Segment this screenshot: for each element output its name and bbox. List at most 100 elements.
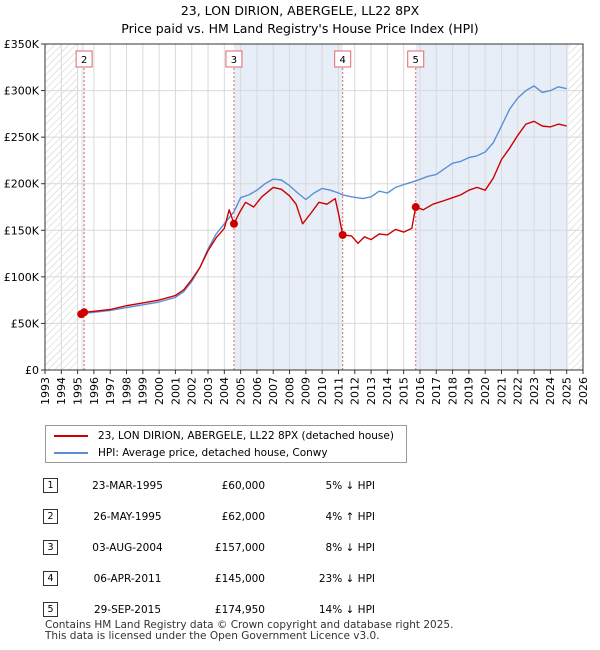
transaction-date: 06-APR-2011	[93, 572, 162, 585]
legend-swatch-property	[54, 435, 88, 437]
transaction-hpi: 23% ↓ HPI	[318, 572, 375, 585]
x-tick-label: 2011	[332, 377, 345, 405]
sale-marker-number: 4	[340, 55, 346, 66]
x-tick-label: 1998	[120, 377, 133, 405]
transaction-number: 1	[43, 478, 58, 493]
sale-marker-box	[407, 50, 425, 68]
transaction-hpi: 8% ↓ HPI	[325, 541, 375, 554]
x-tick-label: 2004	[218, 377, 231, 405]
x-tick-label: 2021	[495, 377, 508, 405]
shaded-periods	[81, 44, 569, 370]
x-tick-label: 2025	[561, 377, 574, 405]
chart-legend: 23, LON DIRION, ABERGELE, LL22 8PX (deta…	[45, 425, 407, 463]
transaction-price: £157,000	[214, 541, 265, 554]
footer-attribution: Contains HM Land Registry data © Crown c…	[45, 620, 453, 642]
sale-marker-box	[225, 50, 243, 68]
sale-point	[80, 308, 89, 317]
sale-marker-labels: 2 3 4 5	[75, 50, 425, 68]
table-row: 1 23-MAR-1995 £60,000 5% ↓ HPI	[40, 470, 375, 501]
hpi-line	[77, 85, 567, 314]
transaction-number: 2	[43, 509, 58, 524]
x-tick-label: 2003	[202, 377, 215, 405]
x-tick-label: 2008	[283, 377, 296, 405]
x-tick-label: 2016	[414, 377, 427, 405]
x-tick-label: 2012	[349, 377, 362, 405]
shaded-period	[81, 44, 85, 370]
grid	[44, 43, 584, 371]
x-tick-label: 1996	[88, 377, 101, 405]
x-tick-label: 2006	[251, 377, 264, 405]
transaction-date: 29-SEP-2015	[93, 603, 162, 616]
footer-line-1: Contains HM Land Registry data © Crown c…	[45, 619, 454, 631]
x-tick-label: 2002	[186, 377, 199, 405]
shaded-period	[233, 44, 343, 370]
x-tick-label: 2020	[479, 377, 492, 405]
x-tick-label: 2014	[381, 377, 394, 405]
plot-frame	[44, 43, 584, 371]
transaction-number: 3	[43, 540, 58, 555]
table-row: 5 29-SEP-2015 £174,950 14% ↓ HPI	[40, 594, 375, 625]
transaction-number: 5	[43, 602, 58, 617]
x-tick-label: 2009	[300, 377, 313, 405]
y-tick-label: £150K	[4, 224, 40, 237]
sale-point	[411, 203, 420, 212]
transactions-table: 1 23-MAR-1995 £60,000 5% ↓ HPI 2 26-MAY-…	[40, 470, 375, 625]
table-row: 3 03-AUG-2004 £157,000 8% ↓ HPI	[40, 532, 375, 563]
x-tick-label: 2017	[430, 377, 443, 405]
x-tick-label: 2010	[316, 377, 329, 405]
sale-marker-number: 3	[231, 55, 237, 66]
x-tick-label: 2018	[446, 377, 459, 405]
sale-marker-box	[75, 50, 93, 68]
x-tick-label: 2026	[577, 377, 590, 405]
sale-marker-number: 2	[81, 55, 87, 66]
x-tick-label: 1995	[71, 377, 84, 405]
shaded-period	[415, 44, 569, 370]
hatched-period	[568, 44, 583, 370]
axes: £0 £50K £100K £150K £200K £250K £300K £350K 1993…	[4, 38, 590, 405]
x-tick-label: 2007	[267, 377, 280, 405]
transaction-price: £62,000	[221, 510, 265, 523]
x-tick-label: 2013	[365, 377, 378, 405]
transaction-number: 4	[43, 571, 58, 586]
legend-item-hpi: HPI: Average price, detached house, Conw…	[54, 445, 328, 461]
y-tick-label: £100K	[4, 271, 40, 284]
transaction-hpi: 14% ↓ HPI	[318, 603, 375, 616]
chart-title: 23, LON DIRION, ABERGELE, LL22 8PX	[180, 3, 420, 18]
y-tick-label: £50K	[11, 317, 40, 330]
transaction-hpi: 4% ↑ HPI	[325, 510, 375, 523]
transaction-date: 26-MAY-1995	[93, 510, 162, 523]
x-tick-label: 1993	[39, 377, 52, 405]
x-tick-label: 2005	[234, 377, 247, 405]
price-chart: £0 £50K £100K £150K £200K £250K £300K £350K 1993…	[4, 38, 590, 405]
x-tick-label: 2000	[153, 377, 166, 405]
sale-points	[77, 203, 420, 319]
table-row: 2 26-MAY-1995 £62,000 4% ↑ HPI	[40, 501, 375, 532]
table-row: 4 06-APR-2011 £145,000 23% ↓ HPI	[40, 563, 375, 594]
x-tick-label: 1997	[104, 377, 117, 405]
sale-marker-number: 5	[413, 55, 419, 66]
x-tick-label: 2022	[512, 377, 525, 405]
x-tick-label: 2019	[463, 377, 476, 405]
x-tick-label: 2015	[398, 377, 411, 405]
legend-swatch-hpi	[54, 452, 88, 454]
legend-label-property: 23, LON DIRION, ABERGELE, LL22 8PX (deta…	[98, 430, 394, 442]
y-tick-label: £250K	[4, 131, 40, 144]
x-tick-label: 1994	[55, 377, 68, 405]
x-tick-label: 2024	[544, 377, 557, 405]
sale-point	[338, 230, 347, 239]
x-tick-label: 2023	[528, 377, 541, 405]
legend-item-property: 23, LON DIRION, ABERGELE, LL22 8PX (deta…	[54, 428, 394, 444]
y-tick-label: £200K	[4, 178, 40, 191]
x-tick-label: 1999	[137, 377, 150, 405]
x-tick-label: 2001	[169, 377, 182, 405]
transaction-hpi: 5% ↓ HPI	[325, 479, 375, 492]
transaction-price: £145,000	[214, 572, 265, 585]
footer-line-2: This data is licensed under the Open Gov…	[45, 630, 380, 642]
property-price-line	[80, 120, 567, 315]
y-tick-label: £300K	[4, 85, 40, 98]
series-lines	[77, 85, 567, 315]
chart-subtitle: Price paid vs. HM Land Registry's House …	[121, 21, 479, 36]
transaction-date: 03-AUG-2004	[92, 541, 163, 554]
transaction-price: £174,950	[214, 603, 265, 616]
legend-label-hpi: HPI: Average price, detached house, Conw…	[98, 447, 328, 459]
